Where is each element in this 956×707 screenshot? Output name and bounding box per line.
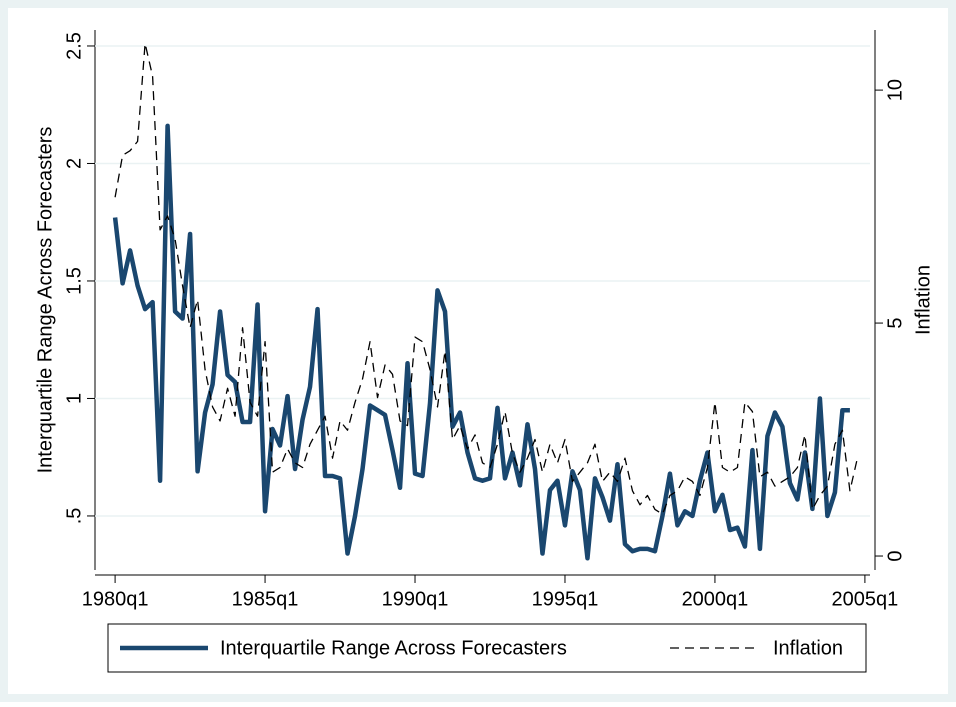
- graph-region: [8, 8, 948, 694]
- x-tick-label: 1995q1: [532, 588, 599, 610]
- y2-tick-label: 0: [884, 550, 906, 561]
- series-line: [114, 42, 859, 515]
- series-line: [112, 123, 850, 561]
- y-tick-label: 2.5: [63, 32, 85, 60]
- x-tick-label: 1980q1: [82, 588, 149, 610]
- y-tick-label: 1.5: [63, 267, 85, 295]
- x-tick-label: 1990q1: [382, 588, 449, 610]
- y2-axis-title: Inflation: [912, 265, 934, 335]
- y2-tick-label: 10: [884, 79, 906, 101]
- y-axis-title: Interquartile Range Across Forecasters: [34, 127, 56, 474]
- y-tick-label: 1: [63, 393, 85, 404]
- legend-label: Interquartile Range Across Forecasters: [220, 637, 567, 659]
- x-tick-label: 1985q1: [232, 588, 299, 610]
- y2-tick-label: 5: [884, 318, 906, 329]
- legend-box: [107, 623, 867, 673]
- y-tick-label: .5: [63, 508, 85, 525]
- x-tick-label: 2005q1: [832, 588, 899, 610]
- legend-label: Inflation: [773, 637, 843, 659]
- x-tick-label: 2000q1: [682, 588, 749, 610]
- y-tick-label: 2: [63, 158, 85, 169]
